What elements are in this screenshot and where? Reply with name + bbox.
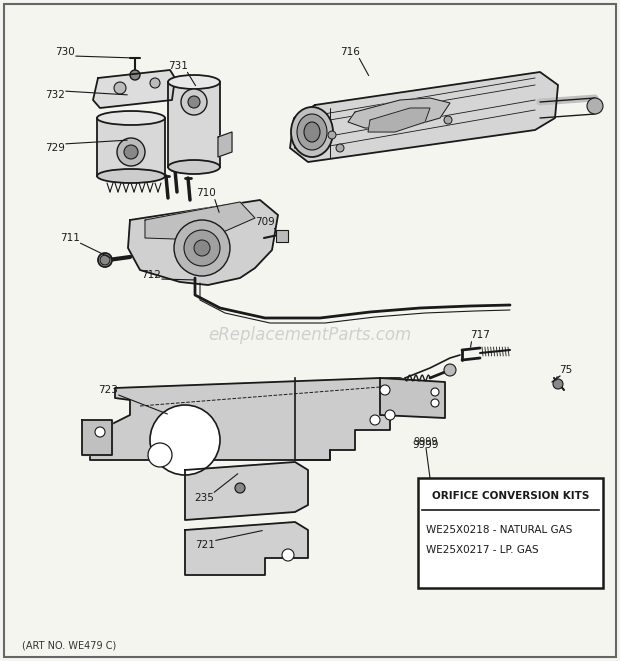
Circle shape	[553, 379, 563, 389]
Bar	[418, 478, 603, 588]
Circle shape	[117, 138, 145, 166]
Polygon shape	[145, 202, 255, 240]
Text: 717: 717	[470, 330, 490, 340]
Circle shape	[328, 131, 336, 139]
Polygon shape	[128, 200, 278, 285]
Circle shape	[188, 96, 200, 108]
Text: 9999: 9999	[414, 437, 438, 447]
Text: 710: 710	[196, 188, 216, 198]
Polygon shape	[90, 378, 445, 460]
Circle shape	[114, 82, 126, 94]
Bar	[168, 82, 220, 167]
Circle shape	[95, 427, 105, 437]
Text: WE25X0218 - NATURAL GAS: WE25X0218 - NATURAL GAS	[426, 525, 572, 535]
Text: 711: 711	[60, 233, 80, 243]
Text: 729: 729	[45, 143, 65, 153]
Circle shape	[100, 255, 110, 265]
Circle shape	[370, 415, 380, 425]
Circle shape	[194, 240, 210, 256]
Circle shape	[431, 399, 439, 407]
Polygon shape	[290, 72, 558, 162]
Ellipse shape	[97, 169, 165, 183]
Circle shape	[431, 388, 439, 396]
Text: 723: 723	[98, 385, 118, 395]
Text: 235: 235	[194, 493, 214, 503]
Polygon shape	[218, 132, 232, 157]
Bar	[97, 118, 165, 176]
Text: eReplacementParts.com: eReplacementParts.com	[208, 326, 412, 344]
Ellipse shape	[304, 122, 320, 142]
Circle shape	[380, 385, 390, 395]
Circle shape	[130, 70, 140, 80]
Circle shape	[174, 220, 230, 276]
Text: 9999: 9999	[413, 440, 439, 450]
Text: 75: 75	[559, 365, 573, 375]
Ellipse shape	[168, 75, 220, 89]
Circle shape	[150, 78, 160, 88]
Polygon shape	[348, 98, 450, 128]
Ellipse shape	[168, 160, 220, 174]
Circle shape	[444, 364, 456, 376]
Text: 732: 732	[45, 90, 65, 100]
Circle shape	[444, 116, 452, 124]
Circle shape	[282, 549, 294, 561]
Circle shape	[150, 405, 220, 475]
Circle shape	[587, 98, 603, 114]
Text: (ART NO. WE479 C): (ART NO. WE479 C)	[22, 640, 117, 650]
Ellipse shape	[98, 253, 112, 267]
Circle shape	[385, 410, 395, 420]
Polygon shape	[368, 108, 430, 132]
Circle shape	[181, 89, 207, 115]
Text: ORIFICE CONVERSION KITS: ORIFICE CONVERSION KITS	[432, 491, 589, 501]
Bar	[276, 230, 288, 242]
Circle shape	[235, 483, 245, 493]
Circle shape	[148, 443, 172, 467]
Ellipse shape	[97, 111, 165, 125]
Text: 721: 721	[195, 540, 215, 550]
Polygon shape	[185, 522, 308, 575]
Text: 731: 731	[168, 61, 188, 71]
Text: 716: 716	[340, 47, 360, 57]
Polygon shape	[380, 378, 445, 418]
Text: 730: 730	[55, 47, 75, 57]
Polygon shape	[185, 462, 308, 520]
Polygon shape	[93, 70, 175, 108]
Text: WE25X0217 - LP. GAS: WE25X0217 - LP. GAS	[426, 545, 539, 555]
Circle shape	[184, 230, 220, 266]
Polygon shape	[82, 420, 112, 455]
Circle shape	[336, 144, 344, 152]
Text: 712: 712	[141, 270, 161, 280]
Ellipse shape	[297, 114, 327, 150]
Ellipse shape	[291, 107, 333, 157]
Text: 709: 709	[255, 217, 275, 227]
Circle shape	[124, 145, 138, 159]
